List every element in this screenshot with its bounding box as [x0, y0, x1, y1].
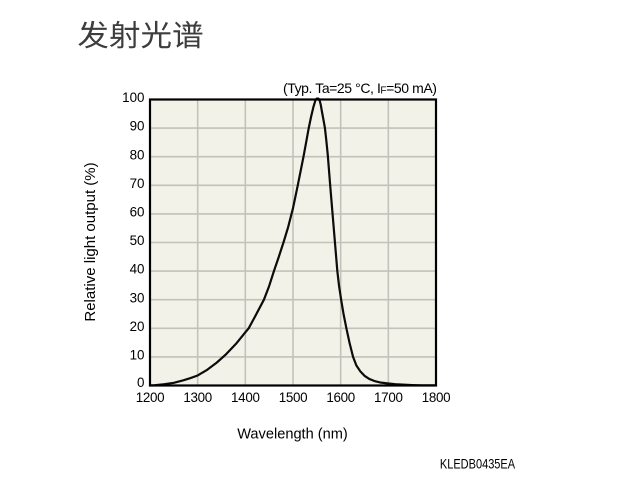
- svg-text:30: 30: [130, 290, 145, 305]
- svg-text:1600: 1600: [326, 390, 355, 405]
- svg-text:70: 70: [130, 176, 145, 191]
- svg-text:1200: 1200: [136, 390, 165, 405]
- svg-text:0: 0: [137, 375, 144, 390]
- svg-text:1700: 1700: [374, 390, 403, 405]
- svg-text:1800: 1800: [422, 390, 451, 405]
- svg-text:1300: 1300: [183, 390, 212, 405]
- svg-text:60: 60: [130, 205, 145, 220]
- svg-text:80: 80: [130, 147, 145, 162]
- svg-text:KLEDB0435EA: KLEDB0435EA: [440, 456, 516, 471]
- svg-text:90: 90: [130, 119, 145, 134]
- svg-text:Relative light output (%): Relative light output (%): [82, 162, 99, 321]
- svg-text:50: 50: [130, 233, 145, 248]
- svg-text:(Typ. Ta=25 °C, IF=50 mA): (Typ. Ta=25 °C, IF=50 mA): [283, 80, 437, 97]
- svg-text:1500: 1500: [279, 390, 308, 405]
- svg-text:40: 40: [130, 262, 145, 277]
- svg-text:1400: 1400: [231, 390, 260, 405]
- svg-text:100: 100: [122, 90, 144, 105]
- svg-text:20: 20: [130, 319, 145, 334]
- svg-text:Wavelength (nm): Wavelength (nm): [237, 426, 348, 442]
- svg-text:10: 10: [130, 348, 145, 363]
